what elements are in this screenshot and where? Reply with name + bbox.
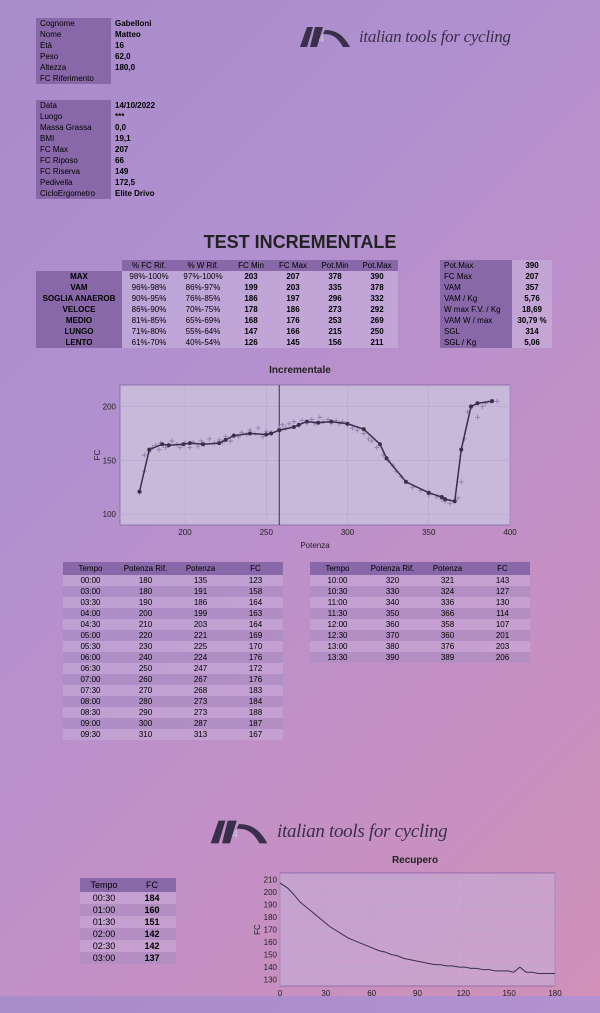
svg-text:130: 130 — [264, 976, 278, 985]
time-table-right-block: TempoPotenza Rif.PotenzaFC10:00320321143… — [310, 562, 530, 663]
svg-text:190: 190 — [264, 900, 278, 909]
svg-text:140: 140 — [264, 963, 278, 972]
info-label: Peso — [36, 51, 111, 62]
svg-text:150: 150 — [264, 951, 278, 960]
info-value: 207 — [111, 144, 171, 155]
svg-text:60: 60 — [367, 989, 376, 998]
svg-text:400: 400 — [503, 528, 517, 537]
info-value: *** — [111, 111, 171, 122]
incrementale-chart: 200250300350400100150200PotenzaFC — [90, 380, 520, 530]
svg-text:4: 4 — [319, 34, 324, 45]
info-value: 180,0 — [111, 62, 171, 73]
recovery-table-block: TempoFC00:3018401:0016001:3015102:001420… — [80, 878, 176, 964]
personal-info-block: CognomeGabelloniNomeMatteoEtà16Peso62,0A… — [36, 18, 171, 84]
info-label: Pedivella — [36, 177, 111, 188]
svg-text:180: 180 — [264, 913, 278, 922]
logo-text-bottom: italian tools for cycling — [277, 821, 447, 842]
svg-text:350: 350 — [422, 528, 436, 537]
info-label: BMI — [36, 133, 111, 144]
info-label: Cognome — [36, 18, 111, 29]
svg-text:100: 100 — [103, 510, 117, 519]
svg-text:0: 0 — [278, 989, 283, 998]
svg-text:200: 200 — [178, 528, 192, 537]
info-label: Età — [36, 40, 111, 51]
svg-text:160: 160 — [264, 938, 278, 947]
info-value: 14/10/2022 — [111, 100, 171, 111]
logo-top: 4 italian tools for cycling — [295, 22, 511, 52]
logo-bottom: 4 italian tools for cycling — [205, 815, 447, 849]
svg-text:90: 90 — [413, 989, 422, 998]
info-value: 19,1 — [111, 133, 171, 144]
svg-text:150: 150 — [103, 456, 117, 465]
info-label: FC Riserva — [36, 166, 111, 177]
svg-text:200: 200 — [103, 403, 117, 412]
info-label: FC Riposo — [36, 155, 111, 166]
svg-text:4: 4 — [232, 829, 238, 841]
info-label: FC Max — [36, 144, 111, 155]
info-value: 62,0 — [111, 51, 171, 62]
svg-text:300: 300 — [341, 528, 355, 537]
info-label: Luogo — [36, 111, 111, 122]
info-value: Matteo — [111, 29, 171, 40]
zones-table-block: % FC Rif.% W Rif.FC MinFC MaxPot.MinPot.… — [36, 260, 398, 348]
svg-text:Potenza: Potenza — [300, 541, 330, 550]
info-value: 149 — [111, 166, 171, 177]
svg-text:210: 210 — [264, 875, 278, 884]
svg-text:180: 180 — [548, 989, 562, 998]
svg-text:FC: FC — [93, 449, 102, 460]
info-value: 0,0 — [111, 122, 171, 133]
info-value: Elite Drivo — [111, 188, 171, 199]
svg-text:150: 150 — [502, 989, 516, 998]
time-table-left-block: TempoPotenza Rif.PotenzaFC00:00180135123… — [63, 562, 283, 740]
info-label: Altezza — [36, 62, 111, 73]
info-label: Data — [36, 100, 111, 111]
recovery-chart: 0 30 60 90 120 150 180 130 140 150 160 170 180 190 200… — [250, 868, 560, 996]
svg-text:FC: FC — [253, 924, 262, 935]
test-title: TEST INCREMENTALE — [0, 232, 600, 253]
svg-text:250: 250 — [260, 528, 274, 537]
info-value: Gabelloni — [111, 18, 171, 29]
svg-text:120: 120 — [457, 989, 471, 998]
chart-title: Incrementale — [0, 365, 600, 376]
info-value: 66 — [111, 155, 171, 166]
recovery-chart-title: Recupero — [265, 855, 565, 866]
logo-text: italian tools for cycling — [359, 27, 511, 46]
svg-text:170: 170 — [264, 926, 278, 935]
info-label: Nome — [36, 29, 111, 40]
info-label: FC Riferimento — [36, 73, 111, 84]
test-info-block: Data14/10/2022Luogo***Massa Grassa0,0BMI… — [36, 100, 171, 199]
summary-table-block: Pot.Max390FC Max207VAM357VAM / Kg5,76W m… — [440, 260, 552, 348]
info-label: CicloErgometro — [36, 188, 111, 199]
svg-text:200: 200 — [264, 888, 278, 897]
info-value: 16 — [111, 40, 171, 51]
info-label: Massa Grassa — [36, 122, 111, 133]
svg-text:30: 30 — [321, 989, 330, 998]
info-value: 172,5 — [111, 177, 171, 188]
info-value — [111, 73, 171, 84]
